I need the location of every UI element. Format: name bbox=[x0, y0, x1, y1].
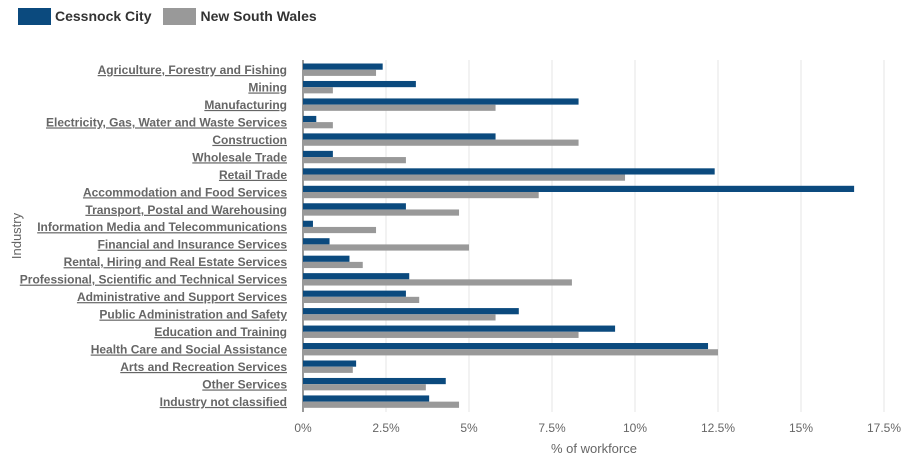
legend-item-cessnock[interactable]: Cessnock City bbox=[18, 7, 152, 25]
bar-cessnock bbox=[303, 325, 616, 332]
category-label: Information Media and Telecommunications bbox=[37, 220, 287, 234]
bar-nsw bbox=[303, 296, 420, 304]
bar-nsw bbox=[303, 191, 539, 199]
category-label: Electricity, Gas, Water and Waste Servic… bbox=[46, 115, 287, 129]
category-label: Construction bbox=[212, 133, 287, 147]
category-label: Financial and Insurance Services bbox=[98, 238, 288, 252]
legend: Cessnock City New South Wales bbox=[18, 6, 329, 26]
bar-nsw bbox=[303, 226, 377, 234]
category-label: Rental, Hiring and Real Estate Services bbox=[64, 255, 288, 269]
category-label: Mining bbox=[248, 80, 287, 94]
bar-nsw bbox=[303, 104, 496, 111]
bar-nsw bbox=[303, 384, 426, 391]
x-tick-label: 10% bbox=[623, 421, 647, 435]
bar-cessnock bbox=[303, 238, 330, 245]
bar-nsw bbox=[303, 174, 626, 181]
bar-nsw bbox=[303, 87, 333, 94]
bar-cessnock bbox=[303, 360, 357, 367]
category-label: Transport, Postal and Warehousing bbox=[85, 203, 287, 217]
bar-cessnock bbox=[303, 308, 519, 315]
category-label: Public Administration and Safety bbox=[99, 308, 287, 322]
bar-cessnock bbox=[303, 203, 406, 210]
category-label: Wholesale Trade bbox=[192, 150, 287, 164]
category-label: Other Services bbox=[202, 377, 287, 391]
bar-nsw bbox=[303, 279, 572, 286]
bar-cessnock bbox=[303, 168, 715, 175]
category-label: Agriculture, Forestry and Fishing bbox=[98, 63, 287, 77]
x-tick-label: 7.5% bbox=[538, 421, 566, 435]
bar-cessnock bbox=[303, 80, 416, 88]
x-tick-label: 15% bbox=[789, 421, 813, 435]
bar-nsw bbox=[303, 366, 353, 373]
bar-cessnock bbox=[303, 395, 430, 402]
bar-cessnock bbox=[303, 63, 383, 70]
bar-cessnock bbox=[303, 343, 709, 350]
x-tick-label: 2.5% bbox=[372, 421, 400, 435]
bar-nsw bbox=[303, 122, 333, 129]
bar-nsw bbox=[303, 209, 460, 216]
legend-item-nsw[interactable]: New South Wales bbox=[163, 7, 317, 25]
bar-cessnock bbox=[303, 377, 446, 385]
x-tick-label: 12.5% bbox=[701, 421, 735, 435]
bar-nsw bbox=[303, 401, 460, 408]
category-label: Administrative and Support Services bbox=[77, 290, 287, 304]
x-tick-label: 0% bbox=[294, 421, 312, 435]
grid bbox=[302, 60, 885, 412]
bar-cessnock bbox=[303, 133, 496, 140]
bar-nsw bbox=[303, 244, 469, 251]
bar-cessnock bbox=[303, 273, 410, 280]
bar-cessnock bbox=[303, 150, 333, 158]
bar-nsw bbox=[303, 139, 579, 146]
legend-label-cessnock: Cessnock City bbox=[55, 8, 152, 24]
y-axis-title: Industry bbox=[9, 212, 24, 259]
bar-nsw bbox=[303, 261, 363, 269]
legend-swatch-nsw bbox=[163, 7, 197, 25]
x-axis-title: % of workforce bbox=[551, 441, 637, 456]
category-label: Manufacturing bbox=[204, 98, 287, 112]
category-label: Health Care and Social Assistance bbox=[91, 343, 288, 357]
legend-label-nsw: New South Wales bbox=[200, 8, 317, 24]
bar-cessnock bbox=[303, 115, 317, 123]
category-label: Arts and Recreation Services bbox=[120, 360, 287, 374]
bar-cessnock bbox=[303, 255, 350, 262]
category-label: Education and Training bbox=[154, 325, 287, 339]
category-label: Industry not classified bbox=[160, 395, 287, 409]
legend-swatch-cessnock bbox=[18, 7, 51, 25]
category-label: Accommodation and Food Services bbox=[83, 185, 287, 199]
bars bbox=[303, 63, 855, 408]
bar-nsw bbox=[303, 157, 406, 164]
category-labels: Agriculture, Forestry and Fishing Mining M… bbox=[20, 63, 288, 409]
bar-cessnock bbox=[303, 220, 313, 227]
bar-cessnock bbox=[303, 185, 855, 192]
x-tick-labels: 0% 2.5% 5% 7.5% 10% 12.5% 15% 17.5% bbox=[294, 421, 901, 435]
bar-nsw bbox=[303, 331, 579, 338]
bar-nsw bbox=[303, 314, 496, 321]
bar-cessnock bbox=[303, 98, 579, 105]
bar-cessnock bbox=[303, 290, 406, 297]
bar-nsw bbox=[303, 69, 377, 76]
category-label: Retail Trade bbox=[219, 168, 287, 182]
x-tick-label: 17.5% bbox=[867, 421, 901, 435]
x-tick-label: 5% bbox=[460, 421, 478, 435]
category-label: Professional, Scientific and Technical S… bbox=[20, 273, 288, 287]
bar-nsw bbox=[303, 349, 718, 356]
